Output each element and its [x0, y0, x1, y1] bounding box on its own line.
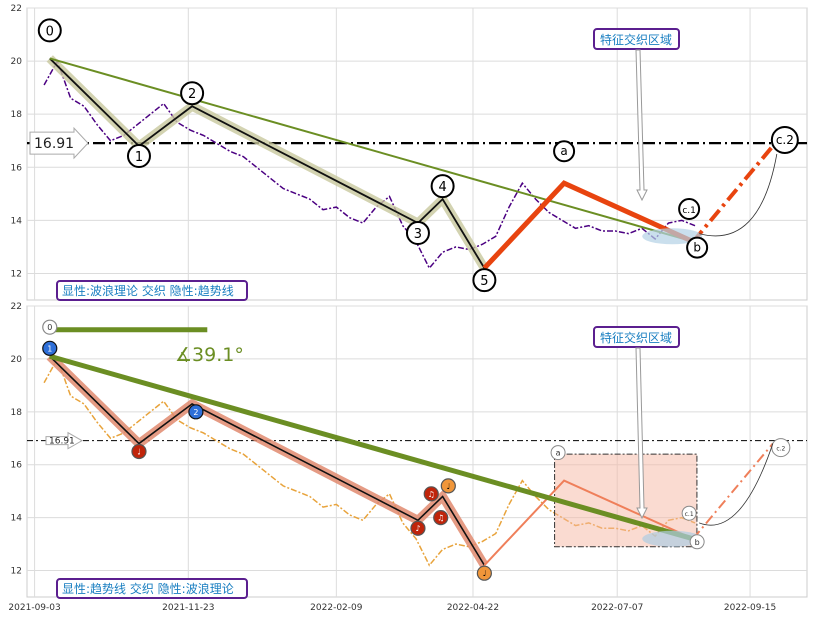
wave-marker [188, 404, 204, 420]
x-tick-label: 2022-09-15 [724, 603, 776, 613]
y-tick-label: 16 [11, 163, 23, 173]
wave-marker [433, 510, 449, 526]
wave-marker [37, 18, 62, 43]
top-panel: 12141618202216.91012345abc.1c.2特征交织区域显性:… [11, 4, 808, 301]
feature-zone-ellipse [642, 530, 703, 547]
legend-text: 显性:趋势线 交织 隐性:波浪理论 [62, 581, 234, 596]
abc-label: b [695, 538, 700, 547]
abc-label: c.2 [776, 133, 794, 147]
annotation-box [593, 326, 680, 348]
wave-label: ♩ [446, 482, 450, 491]
abc-label: b [693, 241, 701, 255]
wave-marker [472, 268, 497, 293]
wave-marker [423, 486, 439, 502]
x-axis: 2021-09-03 2021-11-23 2022-02-09 2022-04-22… [8, 603, 776, 613]
y-tick-label: 20 [11, 355, 23, 365]
annotation-arrow [635, 49, 648, 202]
wave-marker [440, 478, 456, 494]
wave-marker [410, 520, 426, 536]
wave-label: 0 [47, 323, 52, 332]
wave-marker [42, 319, 58, 335]
annotation-box [593, 28, 680, 50]
abc-marker [689, 534, 705, 550]
annotation-label: 特征交织区域 [600, 330, 672, 345]
legend-text: 显性:波浪理论 交织 隐性:趋势线 [62, 283, 234, 298]
bottom-panel: 12141618202216.91∡39.1°012♩♪♫♫♩♩abc.1c.2… [11, 302, 808, 599]
wave-marker [430, 174, 455, 199]
feature-zone-ellipse [642, 228, 703, 245]
x-tick-label: 2022-07-07 [591, 603, 643, 613]
legend-box [56, 578, 248, 599]
annotation-label: 特征交织区域 [600, 32, 672, 47]
y-tick-label: 14 [11, 514, 23, 524]
x-tick-label: 2022-02-09 [310, 603, 363, 613]
x-tick-label: 2022-04-22 [447, 603, 499, 613]
wave-marker [131, 443, 147, 460]
wave-label: 1 [135, 150, 143, 165]
legend-box [56, 280, 248, 301]
trendline [49, 57, 694, 243]
reference-value-label: 16.91 [49, 437, 75, 447]
wave-marker [405, 221, 430, 246]
reference-value-label: 16.91 [34, 136, 74, 152]
wave-label: ♫ [428, 490, 435, 499]
abc-wave-line [483, 479, 694, 566]
y-tick-label: 16 [11, 461, 23, 471]
wave-label: ♩ [482, 569, 486, 578]
wave-line [49, 355, 486, 566]
y-tick-label: 20 [11, 57, 23, 67]
c-projection-line [691, 144, 775, 243]
wave-label: ♫ [437, 514, 444, 523]
angle-label: ∡39.1° [175, 344, 244, 366]
wave-marker [476, 565, 492, 581]
annotation-arrow [635, 347, 648, 520]
trendline [49, 353, 694, 542]
wave-marker [180, 81, 205, 106]
wave-label: 5 [480, 274, 488, 289]
y-tick-label: 18 [11, 110, 23, 120]
wave-line [49, 57, 486, 269]
plot-area [26, 305, 808, 598]
wave-label: 1 [47, 344, 52, 353]
reference-arrow-shape [29, 126, 89, 160]
wave-label: 4 [438, 180, 446, 195]
wave-label: ♩ [137, 448, 141, 457]
y-tick-label: 22 [11, 4, 22, 14]
abc-label: c.2 [776, 446, 785, 453]
wave-label: ♪ [415, 524, 420, 533]
y-tick-label: 14 [11, 216, 23, 226]
reference-arrow-shape [45, 431, 84, 450]
x-tick-label: 2021-09-03 [8, 603, 60, 613]
wave-label: 0 [46, 24, 54, 39]
y-tick-label: 12 [11, 567, 22, 577]
wave-marker [42, 340, 58, 356]
abc-marker [681, 505, 697, 521]
abc-marker [686, 236, 709, 259]
price-series-line [43, 59, 696, 270]
abc-label: a [556, 449, 561, 458]
abc-label: a [560, 144, 567, 158]
projection-curve [698, 443, 774, 526]
y-tick-label: 12 [11, 269, 22, 279]
abc-marker [678, 197, 701, 220]
y-tick-label: 22 [11, 302, 22, 312]
abc-label: c.1 [685, 511, 694, 518]
y-tick-label: 18 [11, 408, 23, 418]
wave-label: 2 [193, 408, 198, 417]
abc-marker [770, 126, 799, 155]
c-projection-line [692, 442, 774, 540]
x-tick-label: 2021-11-23 [162, 603, 214, 613]
abc-marker [553, 140, 576, 163]
abc-marker [550, 445, 566, 461]
wave-marker [126, 144, 151, 169]
projection-curve [699, 153, 778, 237]
abc-wave-line [482, 180, 695, 270]
wave-label: 2 [188, 87, 196, 102]
wave-label: 3 [414, 227, 422, 242]
plot-area [26, 7, 808, 301]
abc-label: c.1 [682, 206, 696, 216]
